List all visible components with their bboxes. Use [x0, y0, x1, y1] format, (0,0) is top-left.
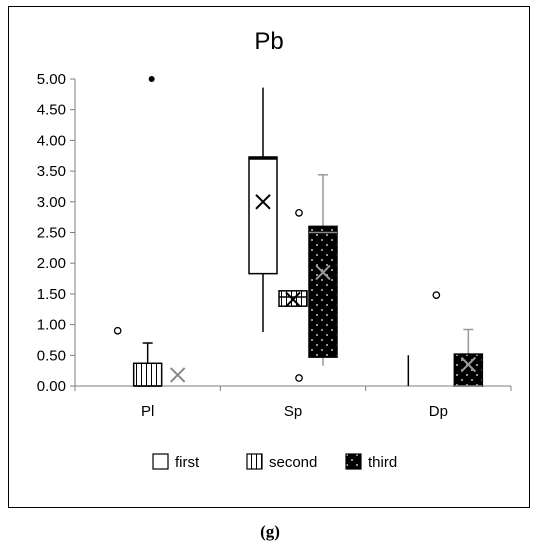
mean-marker — [285, 291, 301, 308]
chart-title: Pb — [254, 28, 283, 55]
legend-item-second: second — [246, 453, 317, 471]
outlier-point — [432, 291, 441, 299]
box-iqr — [132, 362, 163, 387]
outlier-point — [295, 374, 303, 382]
box-third-sp — [308, 174, 338, 366]
box-first-dp — [407, 291, 441, 386]
y-tick-label: 0.00 — [37, 378, 66, 395]
y-tick-label: 3.50 — [37, 163, 66, 180]
box-third-dp — [453, 328, 484, 387]
y-tick-label: 1.50 — [37, 286, 66, 303]
x-tick-label: Pl — [141, 403, 154, 420]
y-tick-label: 4.50 — [37, 102, 66, 119]
legend-swatch — [246, 453, 263, 470]
figure-caption: (g) — [260, 522, 280, 541]
y-tick-label: 3.00 — [37, 194, 66, 211]
legend-item-first: first — [152, 453, 200, 471]
y-tick-label: 2.00 — [37, 255, 66, 272]
mean-marker — [460, 356, 477, 373]
box-iqr — [308, 225, 338, 358]
y-tick-label: 4.00 — [37, 132, 66, 149]
y-tick-label: 1.00 — [37, 317, 66, 334]
legend-item-third: third — [345, 453, 397, 471]
box-iqr — [248, 156, 278, 275]
legend-swatch — [152, 453, 169, 470]
mean-marker — [315, 264, 331, 281]
chart-frame: Pb 0.00 0.50 1.00 1.50 2.00 2.50 3.00 3.50 4.00 4… — [8, 6, 530, 508]
legend-label: first — [175, 454, 200, 471]
legend-swatch — [345, 453, 362, 470]
box-first-sp — [248, 87, 303, 382]
y-tick-label: 5.00 — [37, 71, 66, 88]
outlier-point — [113, 326, 122, 335]
box-second-pl — [113, 76, 186, 387]
outlier-point — [148, 76, 155, 82]
legend-label: third — [368, 454, 397, 471]
y-tick-label: 2.50 — [37, 225, 66, 242]
legend-label: second — [269, 454, 317, 471]
y-tick-label: 0.50 — [37, 347, 66, 364]
box-iqr — [453, 353, 484, 387]
x-tick-label: Dp — [429, 403, 448, 420]
x-tick-label: Sp — [284, 403, 302, 420]
box-second-sp — [278, 290, 308, 308]
box-plot-chart: Pb 0.00 0.50 1.00 1.50 2.00 2.50 3.00 3.50 4.00 4… — [37, 28, 512, 471]
mean-marker — [169, 367, 186, 383]
outlier-point — [295, 209, 303, 217]
mean-marker — [255, 194, 271, 210]
